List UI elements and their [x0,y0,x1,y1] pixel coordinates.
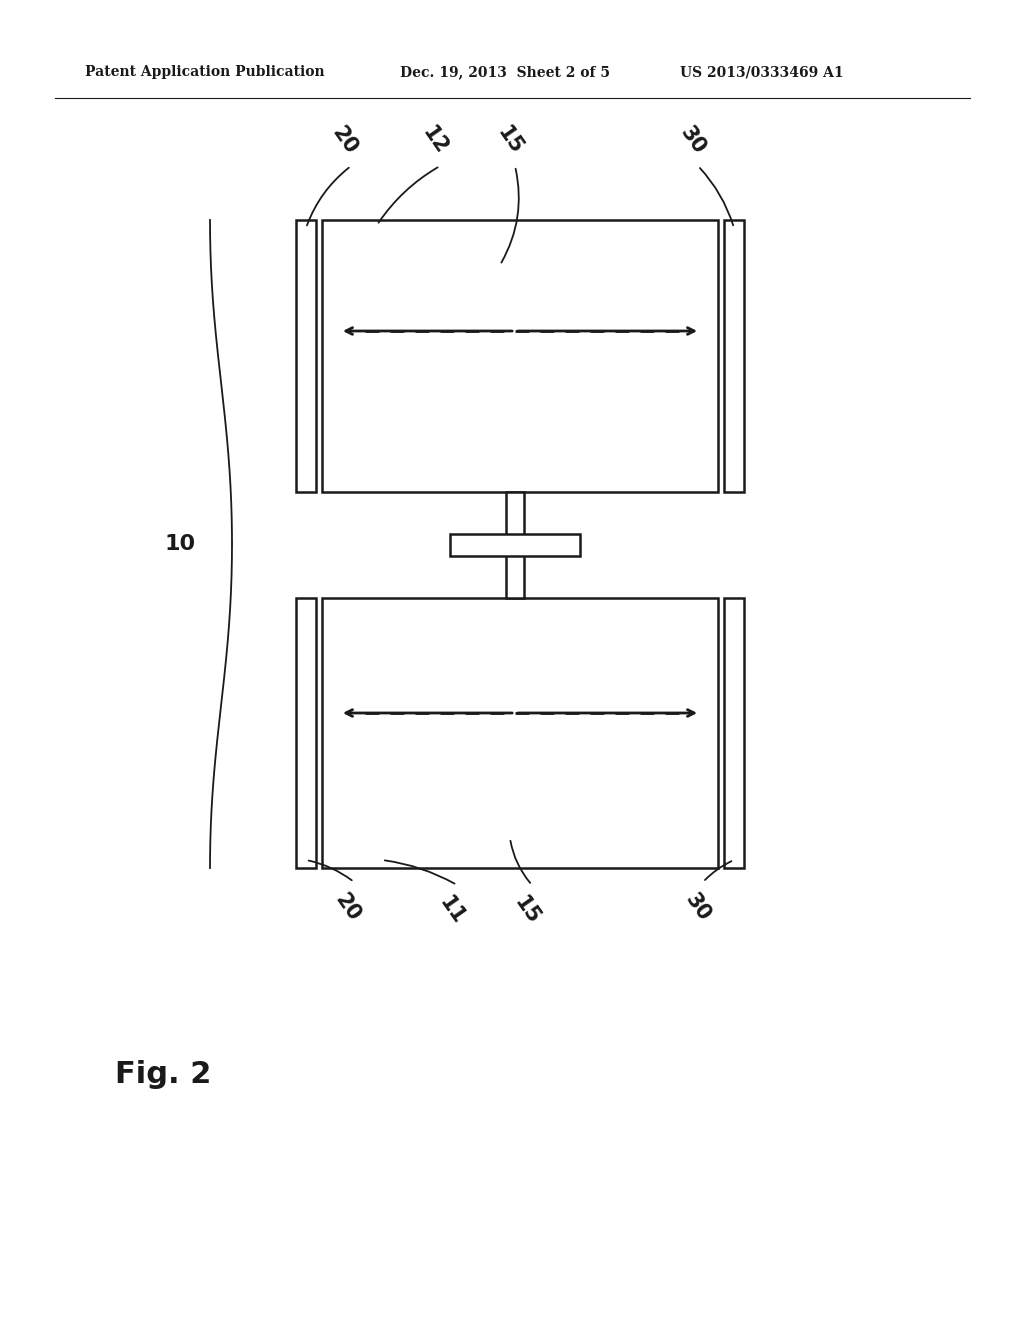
Text: 10: 10 [165,535,196,554]
Bar [296,220,316,492]
Bar [724,598,744,869]
Text: 15: 15 [494,123,526,158]
Bar [450,535,580,556]
Bar [724,220,744,492]
Bar [322,598,718,869]
Bar [322,220,718,492]
Text: 15: 15 [510,894,544,928]
Text: US 2013/0333469 A1: US 2013/0333469 A1 [680,65,844,79]
Text: Dec. 19, 2013  Sheet 2 of 5: Dec. 19, 2013 Sheet 2 of 5 [400,65,610,79]
Text: 11: 11 [435,894,469,928]
Bar [506,492,524,598]
Text: 20: 20 [329,123,361,158]
Text: 20: 20 [332,890,365,925]
Text: 12: 12 [419,123,452,158]
Text: Patent Application Publication: Patent Application Publication [85,65,325,79]
Text: 30: 30 [677,123,710,158]
Bar [296,598,316,869]
Text: Fig. 2: Fig. 2 [115,1060,211,1089]
Text: 30: 30 [682,890,715,925]
